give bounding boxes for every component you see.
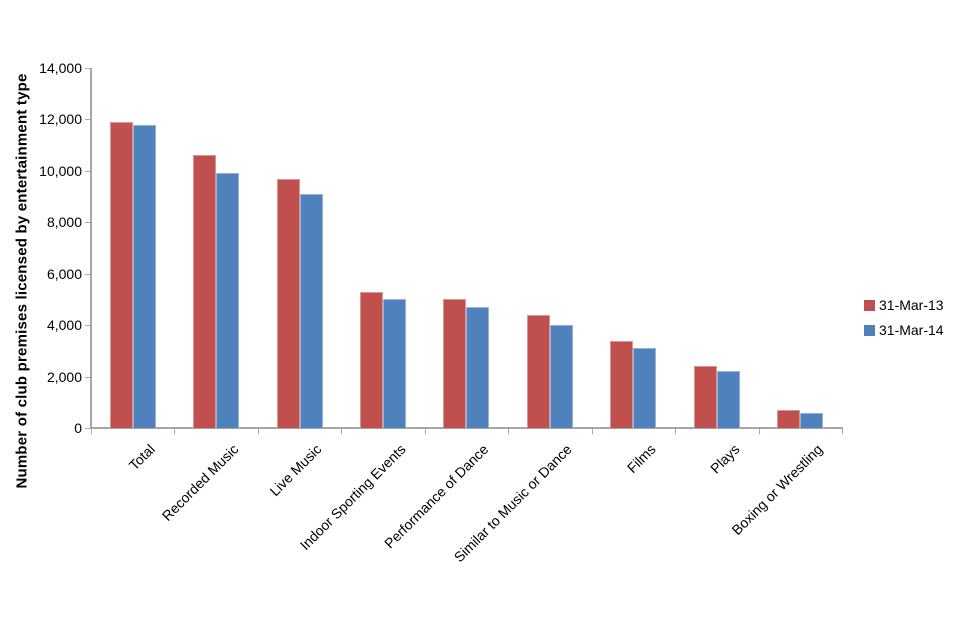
legend-swatch-31-mar-14 — [864, 324, 875, 336]
x-tick-mark — [91, 429, 92, 434]
bar-group-boxing-or-wrestling — [759, 68, 842, 428]
y-tick-mark — [85, 325, 91, 327]
bar-31-mar-14-indoor-sporting-events — [383, 299, 407, 428]
bar-31-mar-14-similar-to-music-or-dance — [549, 325, 573, 428]
x-category-label-plays: Plays — [706, 441, 743, 477]
legend-item-31-mar-14: 31-Mar-14 — [864, 322, 944, 338]
y-tick-label-8-000: 8,000 — [46, 214, 82, 231]
bar-31-mar-13-live-music — [276, 179, 300, 428]
y-tick-label-0: 0 — [74, 420, 82, 436]
x-category-label-boxing-or-wrestling: Boxing or Wrestling — [728, 441, 826, 538]
legend: 31-Mar-13 31-Mar-14 — [864, 297, 944, 347]
bar-31-mar-13-plays — [693, 366, 717, 428]
x-category-label-live-music: Live Music — [266, 441, 325, 500]
y-tick-label-14-000: 14,000 — [39, 60, 82, 76]
bar-31-mar-14-plays — [716, 371, 740, 428]
x-category-label-total: Total — [125, 441, 159, 474]
bar-31-mar-14-total — [132, 125, 156, 428]
plot-area — [91, 68, 842, 428]
y-tick-mark — [85, 119, 91, 121]
x-tick-mark — [424, 429, 426, 434]
y-tick-label-12-000: 12,000 — [39, 111, 82, 128]
x-tick-mark — [675, 429, 677, 434]
y-axis-line — [90, 68, 92, 429]
y-tick-mark — [85, 68, 91, 69]
y-tick-mark — [85, 428, 91, 429]
bar-group-plays — [675, 68, 758, 428]
y-tick-mark — [85, 222, 91, 224]
bar-31-mar-13-total — [109, 122, 133, 428]
y-tick-label-4-000: 4,000 — [46, 317, 82, 334]
bar-group-recorded-music — [174, 68, 257, 428]
bar-group-films — [592, 68, 675, 428]
x-tick-mark — [257, 429, 259, 434]
bar-31-mar-14-boxing-or-wrestling — [800, 413, 824, 428]
y-tick-label-6-000: 6,000 — [46, 265, 82, 282]
y-tick-label-10-000: 10,000 — [39, 162, 82, 179]
legend-swatch-31-mar-13 — [864, 299, 875, 311]
bar-31-mar-13-performance-of-dance — [443, 299, 467, 428]
bar-31-mar-13-boxing-or-wrestling — [777, 410, 801, 428]
x-tick-mark — [591, 429, 593, 434]
legend-label-31-mar-14: 31-Mar-14 — [879, 322, 944, 338]
y-tick-mark — [85, 170, 91, 172]
y-tick-mark — [85, 273, 91, 275]
bar-31-mar-14-films — [633, 348, 657, 428]
bar-group-similar-to-music-or-dance — [508, 68, 591, 428]
bar-31-mar-13-similar-to-music-or-dance — [526, 315, 550, 428]
x-tick-mark — [341, 429, 343, 434]
x-tick-mark — [508, 429, 510, 434]
x-axis-line — [90, 427, 843, 429]
x-category-label-recorded-music: Recorded Music — [158, 441, 242, 524]
bar-31-mar-13-indoor-sporting-events — [360, 292, 384, 428]
legend-item-31-mar-13: 31-Mar-13 — [864, 297, 944, 313]
bar-group-indoor-sporting-events — [341, 68, 424, 428]
bar-31-mar-13-films — [610, 341, 634, 428]
y-tick-mark — [85, 376, 91, 378]
x-tick-mark — [174, 429, 176, 434]
bar-group-performance-of-dance — [425, 68, 508, 428]
bar-group-live-music — [258, 68, 341, 428]
y-tick-label-2-000: 2,000 — [46, 368, 82, 385]
bar-31-mar-14-performance-of-dance — [466, 307, 490, 428]
x-tick-mark — [758, 429, 760, 434]
legend-label-31-mar-13: 31-Mar-13 — [879, 297, 944, 313]
x-tick-mark — [842, 429, 843, 434]
bar-31-mar-14-recorded-music — [216, 173, 240, 428]
x-category-label-films: Films — [623, 441, 659, 476]
bar-31-mar-14-live-music — [299, 194, 323, 428]
bar-group-total — [91, 68, 174, 428]
bar-31-mar-13-recorded-music — [193, 155, 217, 428]
